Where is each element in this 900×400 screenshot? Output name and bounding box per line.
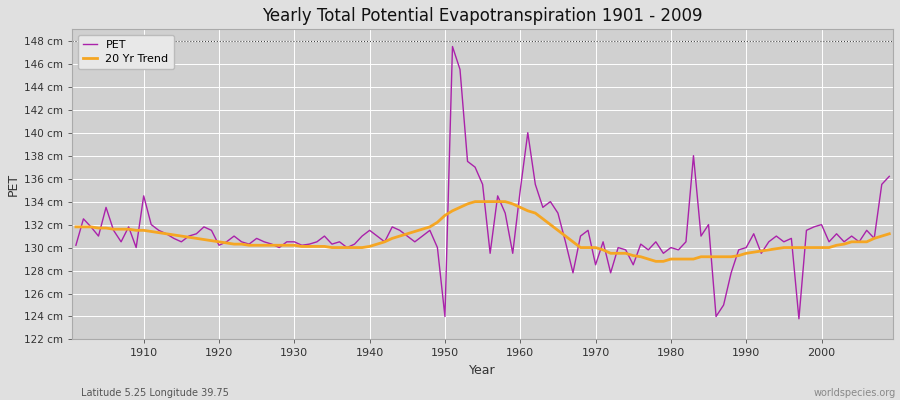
Line: PET: PET [76,46,889,319]
PET [296,243,307,248]
20 Yr Trend [342,245,353,250]
PET [447,44,458,49]
20 Yr Trend [515,205,526,210]
Line: 20 Yr Trend: 20 Yr Trend [76,202,889,261]
PET [884,174,895,179]
Y-axis label: PET: PET [7,173,20,196]
PET [130,245,141,250]
PET [515,188,526,192]
20 Yr Trend [130,228,141,233]
Text: worldspecies.org: worldspecies.org [814,388,896,398]
20 Yr Trend [522,208,533,213]
Legend: PET, 20 Yr Trend: PET, 20 Yr Trend [77,35,175,70]
20 Yr Trend [70,224,81,229]
PET [70,243,81,248]
PET [613,245,624,250]
20 Yr Trend [884,231,895,236]
Title: Yearly Total Potential Evapotranspiration 1901 - 2009: Yearly Total Potential Evapotranspiratio… [262,7,703,25]
X-axis label: Year: Year [469,364,496,377]
20 Yr Trend [613,251,624,256]
Text: Latitude 5.25 Longitude 39.75: Latitude 5.25 Longitude 39.75 [81,388,229,398]
20 Yr Trend [470,199,481,204]
20 Yr Trend [651,259,661,264]
PET [522,130,533,135]
20 Yr Trend [296,244,307,249]
PET [794,316,805,321]
PET [342,245,353,250]
